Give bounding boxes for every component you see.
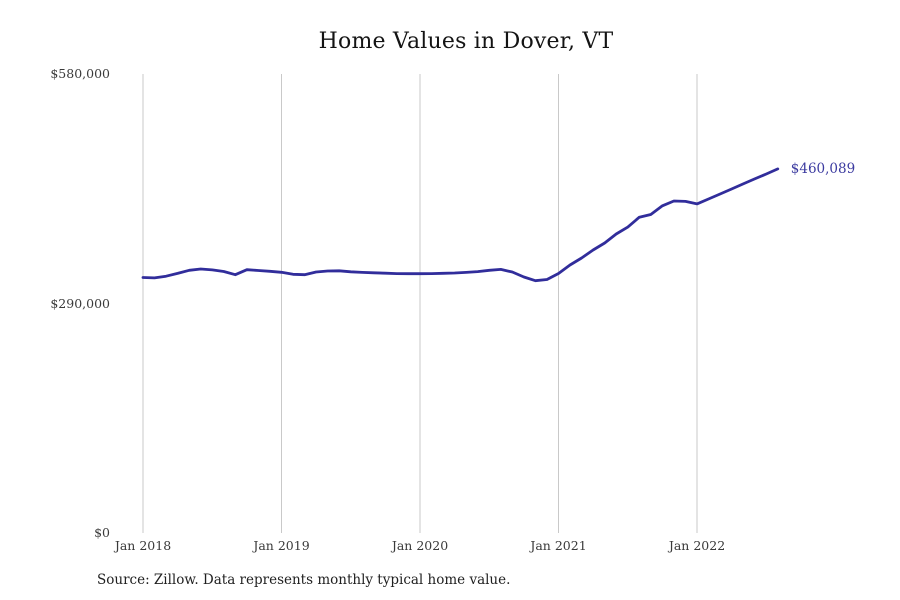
- latest-value-label: $460,089: [790, 160, 856, 177]
- x-tick-jan-2022: Jan 2022: [668, 538, 726, 553]
- y-tick-290000: $290,000: [50, 295, 110, 311]
- x-tick-jan-2020: Jan 2020: [391, 538, 449, 553]
- x-tick-jan-2021: Jan 2021: [530, 538, 587, 553]
- y-tick-580000: $580,000: [50, 66, 110, 81]
- x-tick-jan-2019: Jan 2019: [253, 538, 310, 553]
- chart-title: Home Values in Dover, VT: [318, 29, 614, 54]
- vertical-gridlines: [142, 74, 698, 533]
- x-tick-jan-2018: Jan 2018: [114, 538, 172, 553]
- source-note: Source: Zillow. Data represents monthly …: [97, 572, 511, 588]
- y-tick-0: $0: [94, 525, 110, 540]
- home-value-series-line: [141, 167, 780, 283]
